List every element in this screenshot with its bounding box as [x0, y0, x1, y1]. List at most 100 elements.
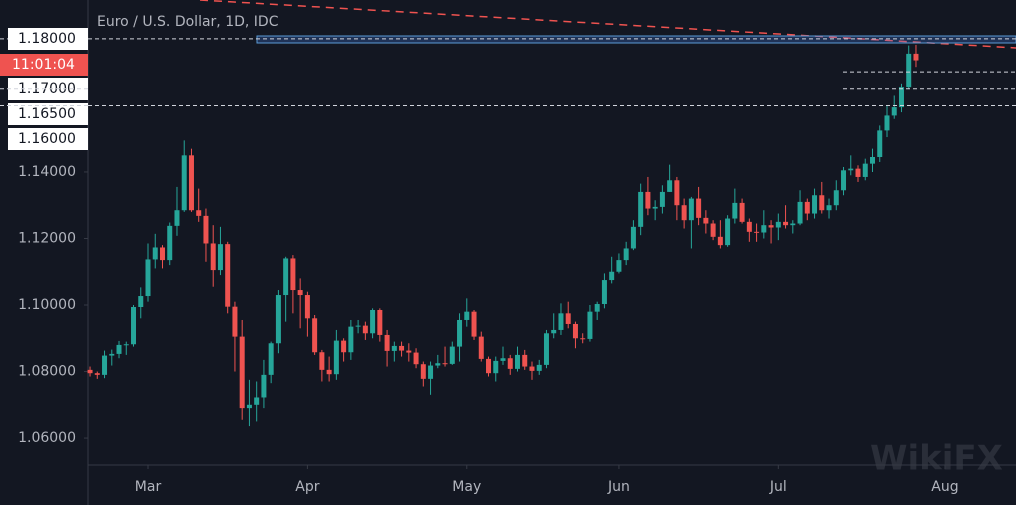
candle-body [355, 325, 361, 327]
candle-body [703, 217, 709, 224]
candle-body [188, 155, 194, 211]
y-tick-label: 1.06000 [18, 430, 76, 446]
candle-body [739, 202, 745, 222]
candle-body [362, 325, 368, 334]
candle-body [435, 363, 441, 366]
candle-body [841, 170, 847, 191]
candle-body [261, 374, 267, 398]
price-label: 1.18000 [18, 31, 76, 47]
candle-body [572, 323, 578, 339]
price-label: 1.16500 [18, 106, 76, 122]
candle-body [239, 336, 245, 409]
candle-body [717, 236, 723, 246]
candle-body [906, 53, 912, 88]
watermark: WikiFX [870, 439, 1003, 479]
candle-body [696, 198, 702, 218]
candle-body [855, 168, 861, 177]
candle-body [268, 343, 274, 375]
x-tick-label: Jun [607, 479, 630, 495]
trend-line [199, 0, 1016, 49]
candle-body [754, 231, 760, 233]
candle-body [558, 313, 564, 330]
candle-body [616, 260, 622, 272]
candle-body [181, 155, 187, 211]
candle-body [898, 87, 904, 108]
candle-body [500, 358, 506, 361]
x-tick-label: Apr [295, 479, 319, 495]
candle-body [493, 360, 499, 374]
candle-body [341, 340, 347, 353]
candle-body [529, 366, 535, 371]
zone-rectangle [256, 35, 1016, 44]
candle-body [587, 311, 593, 339]
candle-body [768, 225, 774, 228]
candle-body [862, 163, 868, 177]
candle-body [145, 259, 151, 297]
candle-body [594, 304, 600, 312]
candle-body [384, 334, 390, 351]
candle-body [565, 313, 571, 324]
candle-body [710, 223, 716, 237]
candle-body [623, 248, 629, 261]
chart-title: Euro / U.S. Dollar, 1D, IDC [97, 14, 279, 30]
candle-body [580, 338, 586, 340]
candle-body [848, 168, 854, 171]
candle-body [732, 202, 738, 219]
x-tick-label: Mar [135, 479, 162, 495]
candle-body [543, 333, 549, 365]
price-label: 1.16000 [18, 131, 76, 147]
y-tick-label: 1.12000 [18, 230, 76, 246]
candle-body [536, 364, 542, 371]
candle-body [94, 373, 100, 375]
candle-body [457, 319, 463, 347]
candle-body [232, 306, 238, 337]
candle-body [319, 352, 325, 370]
candle-body [326, 369, 332, 375]
candle-body [761, 225, 767, 233]
candle-body [775, 221, 781, 228]
candle-body [812, 195, 818, 214]
candle-body [681, 205, 687, 221]
candle-body [275, 295, 281, 344]
candle-body [449, 346, 455, 364]
x-tick-label: May [452, 479, 481, 495]
candle-body [167, 225, 173, 261]
y-tick-label: 1.08000 [18, 364, 76, 380]
candle-body [891, 107, 897, 116]
price-label-box [8, 128, 88, 150]
candle-body [152, 247, 158, 260]
candle-body [551, 329, 557, 334]
candle-body [659, 191, 665, 207]
candle-body [203, 215, 209, 244]
candle-body [174, 210, 180, 226]
candle-body [913, 53, 919, 61]
candle-body [514, 354, 520, 369]
x-tick-label: Jul [769, 479, 787, 495]
price-label-box [8, 28, 88, 50]
candle-body [478, 336, 484, 359]
candle-body [471, 311, 477, 337]
candle-body [486, 358, 492, 374]
candle-body [210, 243, 216, 271]
candle-body [725, 218, 731, 246]
price-label-box [8, 78, 88, 100]
candle-body [290, 258, 296, 291]
countdown-box [0, 54, 88, 76]
candle-body [884, 115, 890, 131]
candle-body [746, 221, 752, 232]
candle-body [804, 201, 810, 214]
candle-body [790, 223, 796, 226]
y-tick-label: 1.14000 [18, 164, 76, 180]
candle-body [312, 318, 318, 353]
candle-body [377, 310, 383, 335]
candle-body [464, 311, 470, 320]
candle-body [783, 221, 789, 226]
candle-body [116, 344, 122, 354]
candle-body [826, 205, 832, 211]
x-tick-label: Aug [931, 479, 958, 495]
candle-body [297, 290, 303, 296]
candle-body [333, 340, 339, 375]
candle-body [428, 365, 434, 379]
